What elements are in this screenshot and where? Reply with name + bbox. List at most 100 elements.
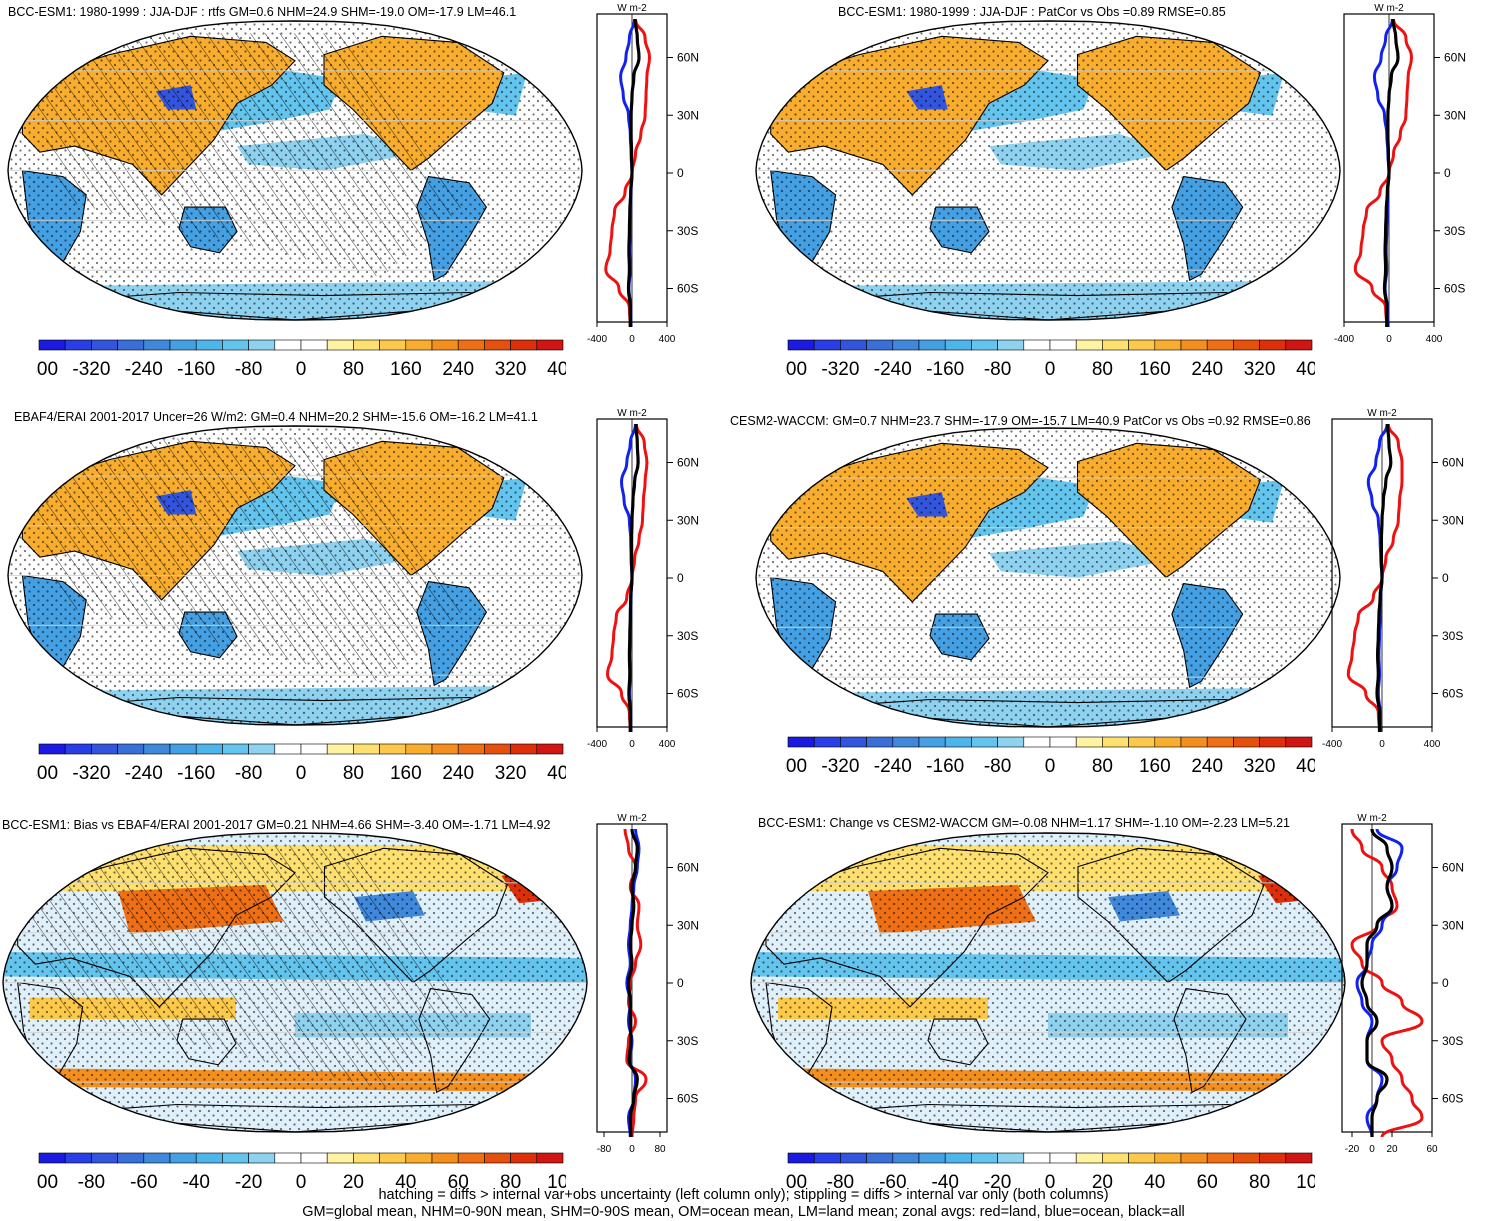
lat-tick-label: 30S xyxy=(677,629,698,643)
coastline-samerica xyxy=(1173,987,1247,1094)
colorbar-tick-label: 400 xyxy=(1296,359,1315,380)
x-tick-label: 80 xyxy=(654,1144,666,1155)
colorbar-swatch xyxy=(326,1152,354,1164)
coastline-eurasia xyxy=(17,847,296,1008)
colorbar-swatch xyxy=(379,743,407,755)
colorbar-tick-label: 240 xyxy=(1191,756,1223,777)
colorbar-swatch xyxy=(169,339,197,351)
colorbar-swatch xyxy=(169,1152,197,1164)
colorbar-tick-label: 80 xyxy=(500,1172,521,1193)
colorbar-swatch xyxy=(997,736,1025,748)
x-tick-label: -400 xyxy=(587,334,607,345)
lat-tick-label: 60S xyxy=(677,687,698,701)
colorbar-swatch xyxy=(1259,339,1287,351)
colorbar-swatch xyxy=(379,1152,407,1164)
x-tick-label: -80 xyxy=(597,1144,612,1155)
colorbar-tick-label: 80 xyxy=(1092,359,1113,380)
colorbar-tick-label: -160 xyxy=(926,756,964,777)
colorbar-tick-label: 80 xyxy=(343,359,364,380)
map-outline xyxy=(755,20,1341,321)
lat-tick-label: 60S xyxy=(677,1092,698,1106)
zonal-series-all xyxy=(1375,423,1393,732)
colorbar-tick-label: 0 xyxy=(296,359,307,380)
zonal-mean-plot: W m-2 60N 30N 0 30S 60S -80 0 80 xyxy=(596,813,699,1155)
zonal-unit-label: W m-2 xyxy=(617,3,647,14)
colorbar-swatch xyxy=(1049,736,1077,748)
zonal-unit-label: W m-2 xyxy=(1374,3,1404,14)
colorbar-swatch xyxy=(1075,736,1103,748)
colorbar-tick-label: -320 xyxy=(72,359,110,380)
colorbar-swatch xyxy=(1259,736,1287,748)
coastline-africa xyxy=(21,574,87,668)
colorbar-tick-label: -160 xyxy=(177,359,215,380)
colorbar-swatch xyxy=(840,736,867,748)
colorbar-tick-label: -40 xyxy=(931,1172,958,1193)
colorbar-swatch xyxy=(222,743,249,755)
colorbar-tick-label: 240 xyxy=(1191,359,1223,380)
colorbar-swatch xyxy=(64,339,92,351)
colorbar-tick-label: 320 xyxy=(1244,756,1276,777)
colorbar-tick-label: -160 xyxy=(926,359,964,380)
colorbar-swatch xyxy=(1128,339,1156,351)
colorbar-tick-label: -100 xyxy=(36,1172,58,1193)
colorbar: -400 -320 -240 -160 -80 0 80 160 240 320 400 xyxy=(36,339,566,380)
colorbar-tick-label: 240 xyxy=(442,763,474,784)
colorbar-tick-label: -80 xyxy=(78,1172,105,1193)
colorbar-tick-label: 0 xyxy=(1045,359,1056,380)
colorbar-swatch xyxy=(536,743,564,755)
coastline-africa xyxy=(21,169,87,263)
colorbar-tick-label: 40 xyxy=(1144,1172,1165,1193)
colorbar-swatch xyxy=(787,1152,815,1164)
lat-tick-label: 0 xyxy=(677,571,684,585)
panel-title: BCC-ESM1: 1980-1999 : JJA-DJF : PatCor v… xyxy=(838,5,1226,19)
x-tick-label: 60 xyxy=(1426,1144,1438,1155)
coastline-eurasia xyxy=(770,442,1049,603)
coastline-australia xyxy=(176,1018,237,1066)
footer-hatching-note: hatching = diffs > internal var+obs unce… xyxy=(378,1187,1109,1203)
coastline-samerica xyxy=(416,580,488,687)
colorbar-swatch xyxy=(300,743,328,755)
colorbar-swatch xyxy=(1049,1152,1077,1164)
colorbar-tick-label: 160 xyxy=(1139,359,1171,380)
colorbar: -400 -320 -240 -160 -80 0 80 160 240 320 400 xyxy=(785,736,1315,777)
lat-tick-label: 60N xyxy=(677,51,699,65)
colorbar-swatch xyxy=(1154,1152,1182,1164)
colorbar-tick-label: -60 xyxy=(130,1172,157,1193)
colorbar-swatch xyxy=(143,743,171,755)
lat-tick-label: 30N xyxy=(677,918,699,932)
colorbar-tick-label: -20 xyxy=(984,1172,1011,1193)
x-tick-label: 0 xyxy=(1369,1144,1375,1155)
colorbar-swatch xyxy=(195,339,223,351)
world-map xyxy=(7,425,583,726)
colorbar-swatch xyxy=(1023,736,1051,748)
colorbar-swatch xyxy=(1075,1152,1103,1164)
colorbar-swatch xyxy=(971,736,998,748)
zonal-series-all xyxy=(626,18,641,327)
lat-tick-label: 30N xyxy=(1442,918,1464,932)
coastline-australia xyxy=(929,613,990,661)
colorbar-swatch xyxy=(1023,1152,1051,1164)
zonal-series-all xyxy=(1360,828,1394,1137)
lat-tick-label: 60S xyxy=(1442,687,1463,701)
colorbar-tick-label: 400 xyxy=(1296,756,1315,777)
colorbar-swatch xyxy=(274,339,302,351)
colorbar-tick-label: -80 xyxy=(235,359,262,380)
lat-tick-label: 0 xyxy=(677,166,684,180)
colorbar-swatch xyxy=(866,1152,894,1164)
lat-tick-label: 30S xyxy=(1442,629,1463,643)
colorbar-swatch xyxy=(1154,736,1182,748)
colorbar-swatch xyxy=(222,339,249,351)
colorbar-swatch xyxy=(169,743,197,755)
x-tick-label: -400 xyxy=(1334,334,1354,345)
colorbar-swatch xyxy=(484,1152,511,1164)
colorbar-swatch xyxy=(787,736,815,748)
map-outline xyxy=(750,832,1346,1133)
colorbar-swatch xyxy=(510,1152,538,1164)
map-outline xyxy=(7,20,583,321)
x-tick-label: -400 xyxy=(1322,739,1342,750)
coastline-eurasia xyxy=(21,35,296,196)
colorbar-swatch xyxy=(38,1152,66,1164)
colorbar-swatch xyxy=(64,743,92,755)
zonal-unit-label: W m-2 xyxy=(1367,408,1397,419)
colorbar-swatch xyxy=(1259,1152,1287,1164)
